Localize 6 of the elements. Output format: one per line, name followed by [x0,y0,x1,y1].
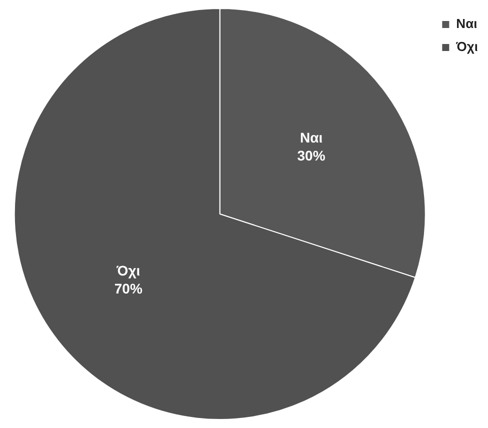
data-label: 30% [297,147,326,164]
legend-label: Ναι [456,16,478,32]
legend-label: Όχι [455,39,478,54]
slice-label: Ναι [300,129,323,146]
slice-label: Όχι [116,262,140,278]
data-label: 70% [114,280,143,296]
